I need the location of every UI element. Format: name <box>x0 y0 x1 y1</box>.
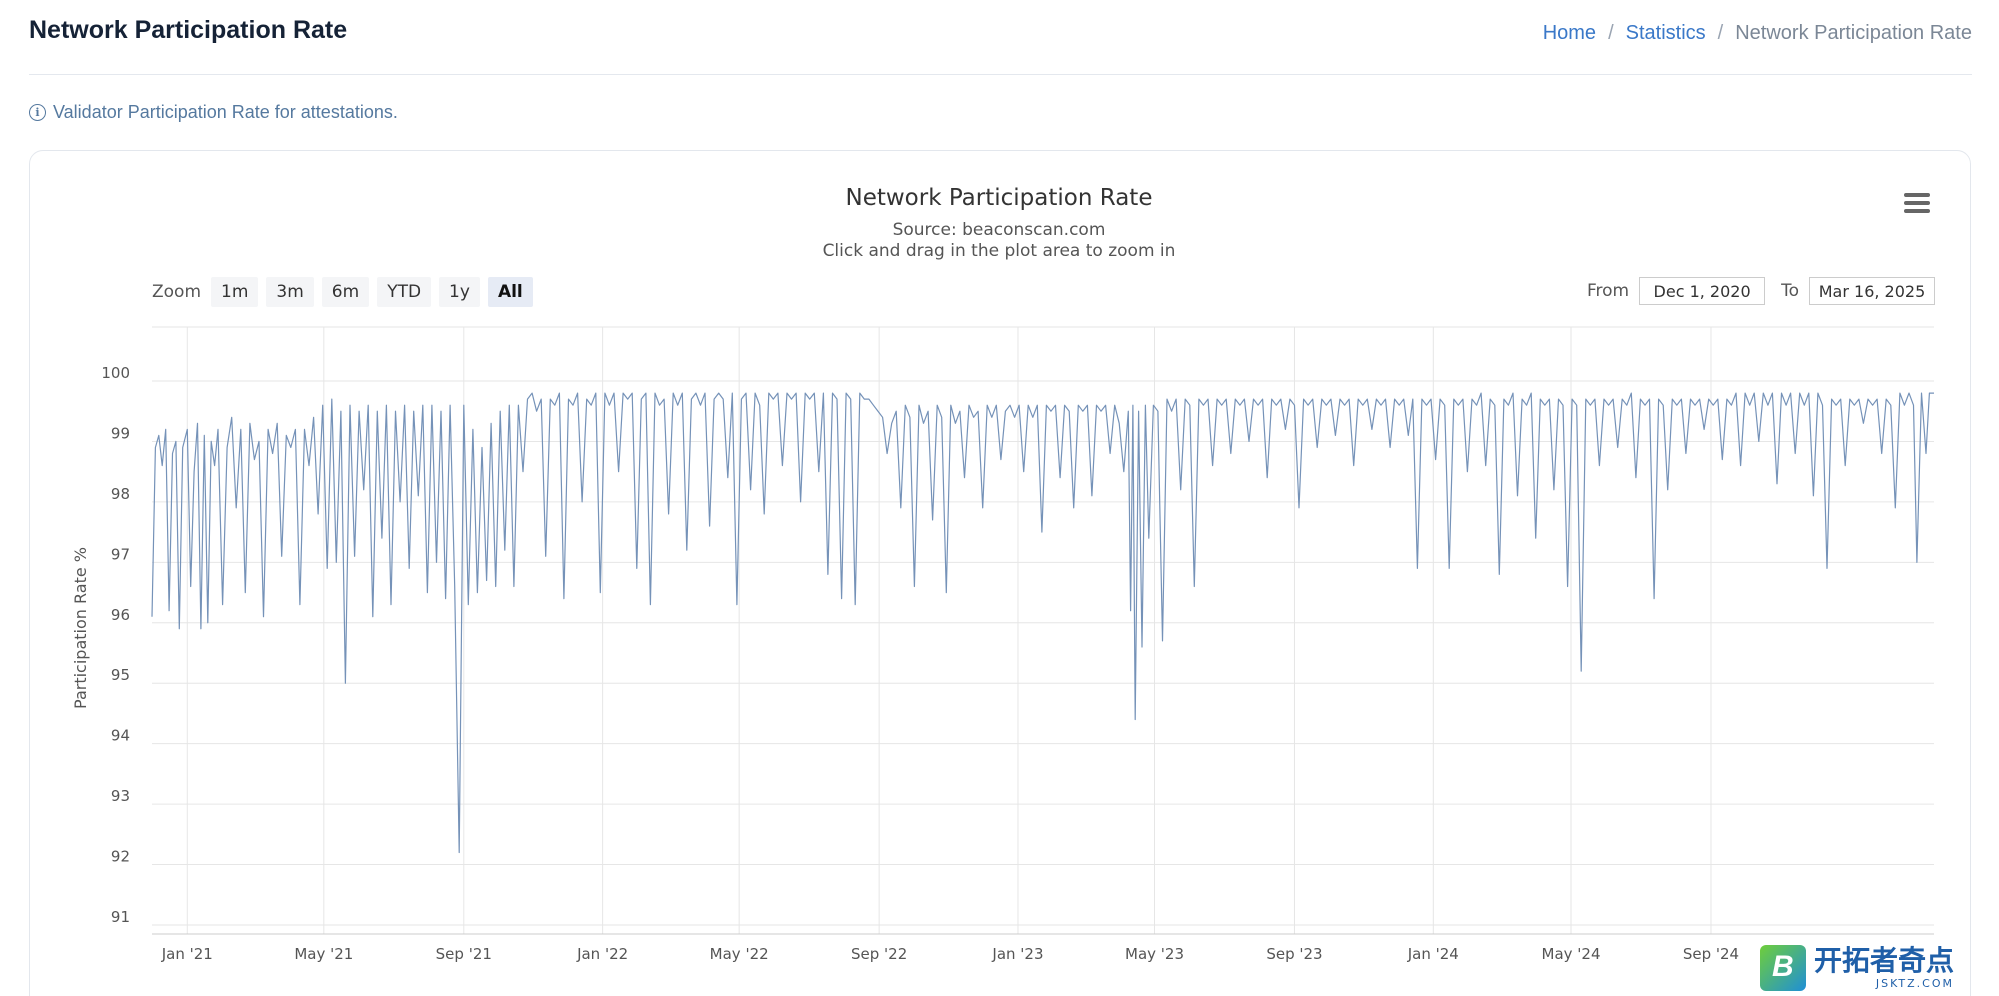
zoom-3m-button[interactable]: 3m <box>266 277 314 307</box>
participation-rate-series-line <box>151 392 1934 854</box>
breadcrumb-current: Network Participation Rate <box>1735 22 1972 44</box>
from-label: From <box>1586 281 1630 301</box>
to-label: To <box>1781 281 1799 301</box>
chart-grid <box>152 326 1934 935</box>
y-tick-label: 91 <box>111 908 130 926</box>
y-axis-title: Participation Rate % <box>71 547 90 709</box>
zoom-ytd-button[interactable]: YTD <box>377 277 432 307</box>
watermark-cn: 开拓者奇点 <box>1814 944 1955 977</box>
zoom-label: Zoom <box>152 282 202 302</box>
chart-subtitle: Source: beaconscan.com <box>893 220 1106 240</box>
header-divider <box>29 74 1972 75</box>
watermark-text: 开拓者奇点 JSKTZ.COM <box>1814 944 1955 990</box>
to-date-input[interactable] <box>1809 277 1935 305</box>
x-tick-label: May '22 <box>710 945 769 963</box>
watermark-b-icon <box>1760 945 1806 991</box>
y-tick-label: 94 <box>111 727 130 745</box>
y-axis-ticks: 91 92 93 94 95 96 97 98 99 100 <box>101 364 130 926</box>
breadcrumb: Home / Statistics / Network Participatio… <box>1543 22 1972 45</box>
breadcrumb-separator: / <box>1717 22 1724 44</box>
date-range-selector: From To <box>1571 277 1935 305</box>
y-tick-label: 98 <box>111 485 130 503</box>
y-tick-label: 95 <box>111 666 130 684</box>
y-tick-label: 92 <box>111 848 130 866</box>
watermark-logo: 开拓者奇点 JSKTZ.COM <box>1760 940 1999 996</box>
zoom-1y-button[interactable]: 1y <box>439 277 480 307</box>
chart-zoom-hint: Click and drag in the plot area to zoom … <box>823 241 1176 261</box>
page-title: Network Participation Rate <box>29 16 348 44</box>
x-tick-label: Jan '23 <box>991 945 1043 963</box>
info-circle-icon: i <box>29 104 46 121</box>
x-axis-ticks: Jan '21 May '21 Sep '21 Jan '22 May '22 Sep '… <box>161 945 1739 963</box>
x-tick-label: May '24 <box>1542 945 1601 963</box>
x-tick-label: Jan '24 <box>1407 945 1459 963</box>
x-tick-label: Sep '21 <box>436 945 492 963</box>
chart-title: Network Participation Rate <box>846 185 1153 211</box>
y-tick-label: 100 <box>101 364 130 382</box>
info-text: Validator Participation Rate for attesta… <box>53 102 398 122</box>
y-tick-label: 97 <box>111 545 130 563</box>
breadcrumb-home-link[interactable]: Home <box>1542 22 1597 44</box>
y-tick-label: 96 <box>111 606 130 624</box>
zoom-controls: Zoom 1m 3m 6m YTD 1y All <box>152 277 541 307</box>
info-note: i Validator Participation Rate for attes… <box>29 102 398 123</box>
x-tick-label: Jan '21 <box>161 945 213 963</box>
x-tick-label: May '21 <box>294 945 353 963</box>
breadcrumb-separator: / <box>1608 22 1614 44</box>
x-tick-label: May '23 <box>1125 945 1184 963</box>
x-tick-label: Sep '23 <box>1266 945 1322 963</box>
zoom-all-button[interactable]: All <box>487 277 533 307</box>
zoom-6m-button[interactable]: 6m <box>321 277 370 307</box>
y-tick-label: 99 <box>111 424 130 442</box>
x-tick-label: Sep '22 <box>851 945 907 963</box>
x-tick-label: Sep '24 <box>1683 945 1739 963</box>
from-date-input[interactable] <box>1639 277 1766 305</box>
breadcrumb-statistics-link[interactable]: Statistics <box>1625 22 1706 44</box>
watermark-en: JSKTZ.COM <box>1875 977 1955 990</box>
chart-menu-icon[interactable] <box>1904 193 1930 215</box>
x-tick-label: Jan '22 <box>576 945 628 963</box>
zoom-1m-button[interactable]: 1m <box>211 277 259 307</box>
y-tick-label: 93 <box>111 787 130 805</box>
